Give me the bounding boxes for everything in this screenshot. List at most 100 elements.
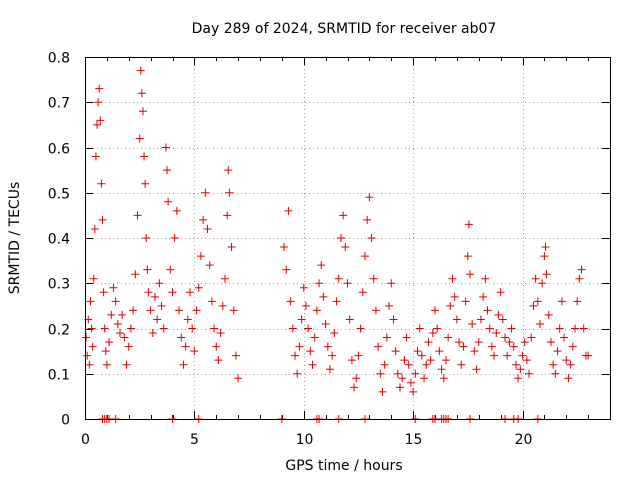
data-point (315, 279, 324, 288)
data-point (540, 252, 549, 261)
data-point (284, 206, 293, 215)
data-point (153, 315, 162, 324)
data-point (155, 279, 164, 288)
data-point (186, 288, 194, 297)
data-point (560, 333, 569, 342)
data-point (343, 279, 352, 288)
data-point (96, 116, 105, 125)
data-point (365, 193, 374, 202)
data-point (490, 351, 499, 360)
data-point (120, 333, 129, 342)
data-point (481, 274, 490, 283)
data-point (385, 301, 394, 310)
data-point (95, 84, 104, 93)
data-point (564, 374, 573, 383)
data-point (144, 288, 153, 297)
data-point (177, 333, 186, 342)
data-point (280, 243, 289, 252)
data-point (203, 224, 212, 233)
data-point (487, 342, 496, 351)
data-point (109, 283, 118, 292)
data-point (518, 351, 527, 360)
data-point (485, 324, 494, 333)
data-point (461, 297, 470, 306)
data-point (126, 324, 135, 333)
data-point (380, 360, 389, 369)
data-point (97, 179, 106, 188)
data-point (164, 197, 173, 206)
data-point (192, 306, 201, 315)
data-point (516, 365, 525, 374)
data-point (352, 374, 361, 383)
data-point (157, 301, 166, 310)
data-point (141, 179, 150, 188)
data-point (509, 342, 518, 351)
data-point (479, 292, 488, 301)
data-point (234, 374, 243, 383)
data-point (367, 234, 376, 242)
y-tick-label: 0.3 (48, 277, 70, 293)
data-point (413, 347, 422, 356)
data-point (435, 347, 444, 356)
data-point (181, 342, 190, 351)
data-point (341, 243, 350, 252)
data-point (135, 134, 144, 143)
data-point (505, 338, 514, 347)
data-point (356, 324, 365, 333)
data-point (444, 333, 453, 342)
data-point (118, 310, 127, 319)
data-point (551, 369, 560, 378)
data-point (136, 66, 145, 75)
data-point (503, 351, 512, 360)
data-point (159, 324, 168, 333)
data-point (336, 234, 345, 242)
data-point (304, 324, 313, 333)
data-point (163, 166, 172, 175)
data-point (571, 324, 579, 333)
data-point (221, 274, 229, 283)
data-point (393, 369, 402, 378)
x-tick-label: 10 (296, 432, 314, 448)
data-point (448, 274, 457, 283)
plot-frame (85, 57, 611, 420)
data-point (319, 292, 328, 301)
data-point (229, 306, 238, 315)
data-point (511, 360, 520, 369)
data-point (328, 351, 337, 360)
data-point (345, 315, 354, 324)
data-point (339, 211, 348, 220)
data-point (541, 243, 550, 252)
data-point (295, 342, 304, 351)
data-point (446, 301, 455, 310)
data-point (330, 329, 339, 338)
data-point (227, 243, 236, 252)
data-point (111, 297, 120, 306)
data-point (105, 338, 114, 347)
data-point (557, 297, 566, 306)
data-point (441, 356, 450, 365)
data-point (168, 288, 177, 297)
data-point (431, 306, 439, 315)
data-point (450, 292, 459, 301)
data-point (389, 315, 398, 324)
data-point (358, 288, 367, 297)
y-tick-label: 0.7 (48, 96, 70, 112)
data-point (210, 324, 219, 333)
data-point (459, 342, 468, 351)
data-point (326, 365, 334, 374)
data-point (361, 252, 369, 261)
data-point (306, 347, 315, 356)
data-point (483, 306, 492, 315)
data-point (404, 360, 413, 369)
data-point (391, 347, 400, 356)
data-point (131, 270, 140, 279)
data-point (428, 329, 437, 338)
data-point (205, 261, 214, 270)
data-point (83, 351, 92, 360)
data-point (439, 374, 448, 383)
data-point (472, 365, 481, 374)
data-point (308, 360, 317, 369)
data-point (225, 188, 234, 197)
data-point (216, 329, 225, 338)
